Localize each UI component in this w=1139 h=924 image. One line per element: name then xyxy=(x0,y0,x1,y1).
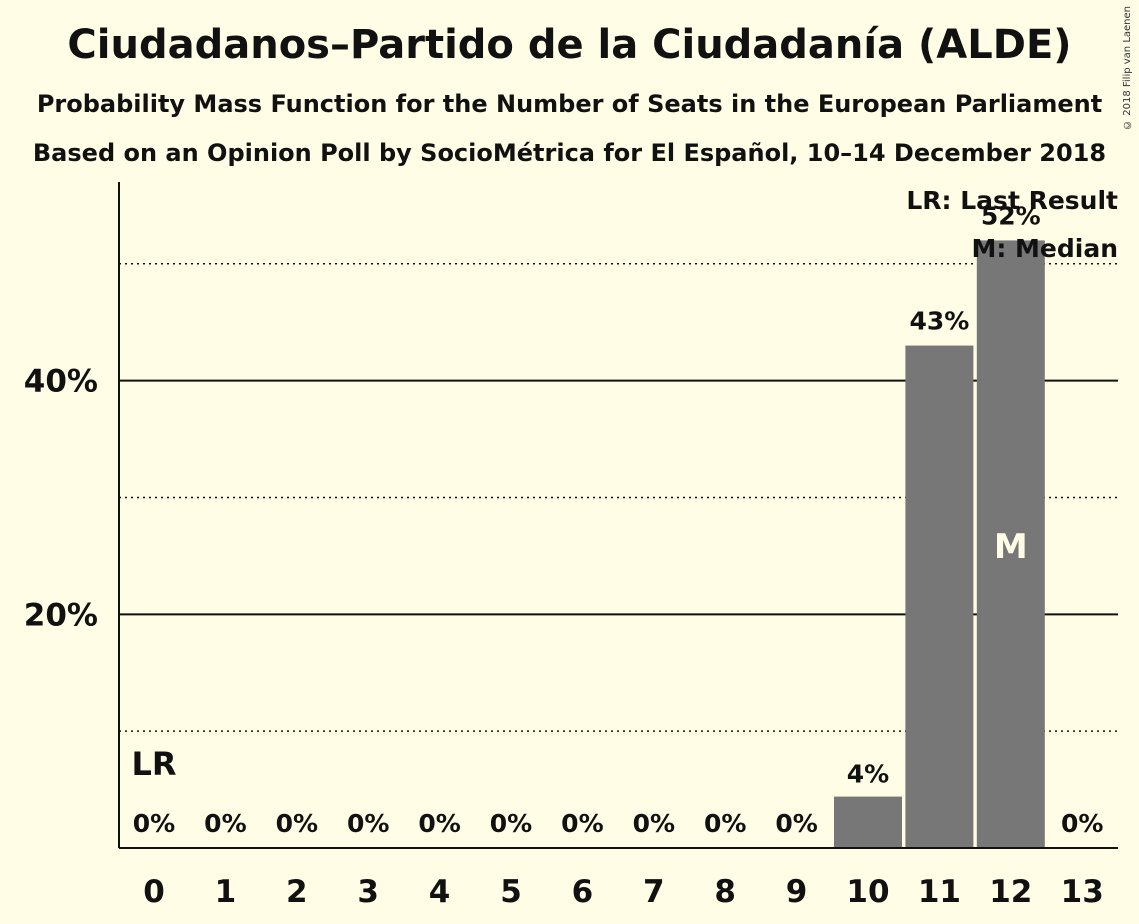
value-label: 43% xyxy=(909,307,969,336)
value-label: 0% xyxy=(204,809,246,838)
labels: 20%40%0%00%10%20%30%40%50%60%70%80%94%10… xyxy=(24,201,1104,910)
value-label: 0% xyxy=(775,809,817,838)
x-tick-label: 10 xyxy=(846,874,889,910)
legend-last-result: LR: Last Result xyxy=(906,186,1118,215)
value-label: 0% xyxy=(633,809,675,838)
x-tick-label: 8 xyxy=(714,874,736,910)
x-tick-label: 6 xyxy=(572,874,594,910)
value-label: 0% xyxy=(418,809,460,838)
y-tick-label: 40% xyxy=(24,364,98,400)
bars xyxy=(834,240,1045,849)
value-label: 0% xyxy=(561,809,603,838)
x-tick-label: 5 xyxy=(500,874,522,910)
x-tick-label: 7 xyxy=(643,874,665,910)
x-tick-label: 3 xyxy=(357,874,379,910)
bar-seat-11 xyxy=(905,345,974,848)
value-label: 0% xyxy=(704,809,746,838)
bar-seat-10 xyxy=(834,796,902,848)
x-tick-label: 1 xyxy=(215,874,237,910)
axes xyxy=(118,182,1118,849)
x-tick-label: 0 xyxy=(143,874,165,910)
value-label: 4% xyxy=(847,760,889,789)
last-result-marker: LR xyxy=(131,745,176,783)
x-tick-label: 4 xyxy=(429,874,451,910)
value-label: 0% xyxy=(1061,809,1103,838)
value-label: 0% xyxy=(490,809,532,838)
value-label: 52% xyxy=(981,201,1041,230)
x-tick-label: 11 xyxy=(918,874,961,910)
median-marker: M xyxy=(994,527,1028,567)
x-tick-label: 12 xyxy=(989,874,1032,910)
value-label: 0% xyxy=(133,809,175,838)
x-tick-label: 2 xyxy=(286,874,308,910)
chart-subtitle: Probability Mass Function for the Number… xyxy=(36,90,1103,118)
legend-median: M: Median xyxy=(971,234,1118,263)
value-label: 0% xyxy=(276,809,318,838)
x-tick-label: 9 xyxy=(786,874,808,910)
y-tick-label: 20% xyxy=(24,597,98,633)
bar-seat-12 xyxy=(976,240,1045,849)
chart-subtitle-source: Based on an Opinion Poll by SocioMétrica… xyxy=(32,139,1107,167)
x-tick-label: 13 xyxy=(1061,874,1104,910)
value-label: 0% xyxy=(347,809,389,838)
chart-title: Ciudadanos–Partido de la Ciudadanía (ALD… xyxy=(67,22,1072,68)
